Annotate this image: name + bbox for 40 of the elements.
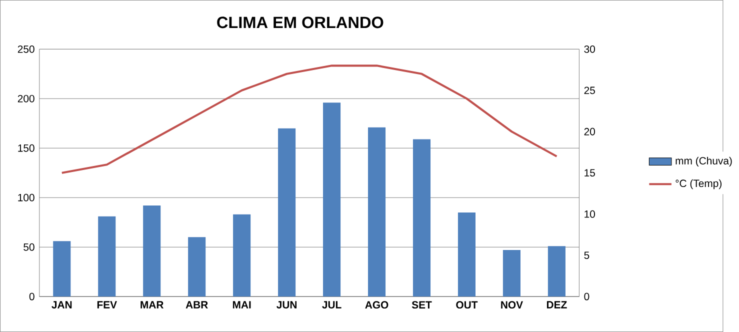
bar <box>548 246 566 297</box>
chart-title: CLIMA EM ORLANDO <box>217 16 384 28</box>
x-tick-label: JUN <box>276 301 297 308</box>
y-tick-label: 50 <box>24 243 34 251</box>
x-tick-label: JAN <box>52 301 72 308</box>
y2-tick-label: 30 <box>584 45 595 53</box>
y-tick-label: 100 <box>18 194 34 202</box>
legend-label: °C (Temp) <box>676 179 722 190</box>
bar <box>458 212 476 297</box>
x-tick-label: FEV <box>97 301 117 308</box>
bar <box>368 127 386 297</box>
bar <box>323 102 341 297</box>
x-tick-label: AGO <box>365 301 388 309</box>
bar <box>278 128 296 297</box>
legend-label: mm (Chuva) <box>676 156 732 167</box>
y2-tick-label: 25 <box>584 86 595 94</box>
bar <box>412 139 431 297</box>
x-tick-label: SET <box>412 301 432 309</box>
x-tick-label: MAR <box>140 301 164 308</box>
x-tick-label: NOV <box>501 301 523 309</box>
y2-tick-label: 10 <box>584 210 595 218</box>
y2-tick-label: 20 <box>584 128 595 136</box>
x-tick-label: DEZ <box>546 301 567 308</box>
y-tick-label: 0 <box>29 292 34 300</box>
x-tick-label: ABR <box>186 301 208 308</box>
y2-tick-label: 5 <box>584 252 590 259</box>
x-tick-label: OUT <box>456 301 478 309</box>
bar <box>188 237 206 297</box>
y-tick-label: 150 <box>18 144 34 152</box>
bar <box>502 250 520 297</box>
bar <box>98 216 116 297</box>
y-tick-label: 200 <box>18 94 34 102</box>
x-tick-label: MAI <box>232 301 251 308</box>
bar <box>143 206 161 297</box>
y2-tick-label: 15 <box>584 169 595 176</box>
bar <box>233 214 251 297</box>
y2-tick-label: 0 <box>584 292 590 300</box>
x-tick-label: JUL <box>322 301 342 308</box>
y-tick-label: 250 <box>18 45 34 53</box>
bar <box>53 241 71 297</box>
